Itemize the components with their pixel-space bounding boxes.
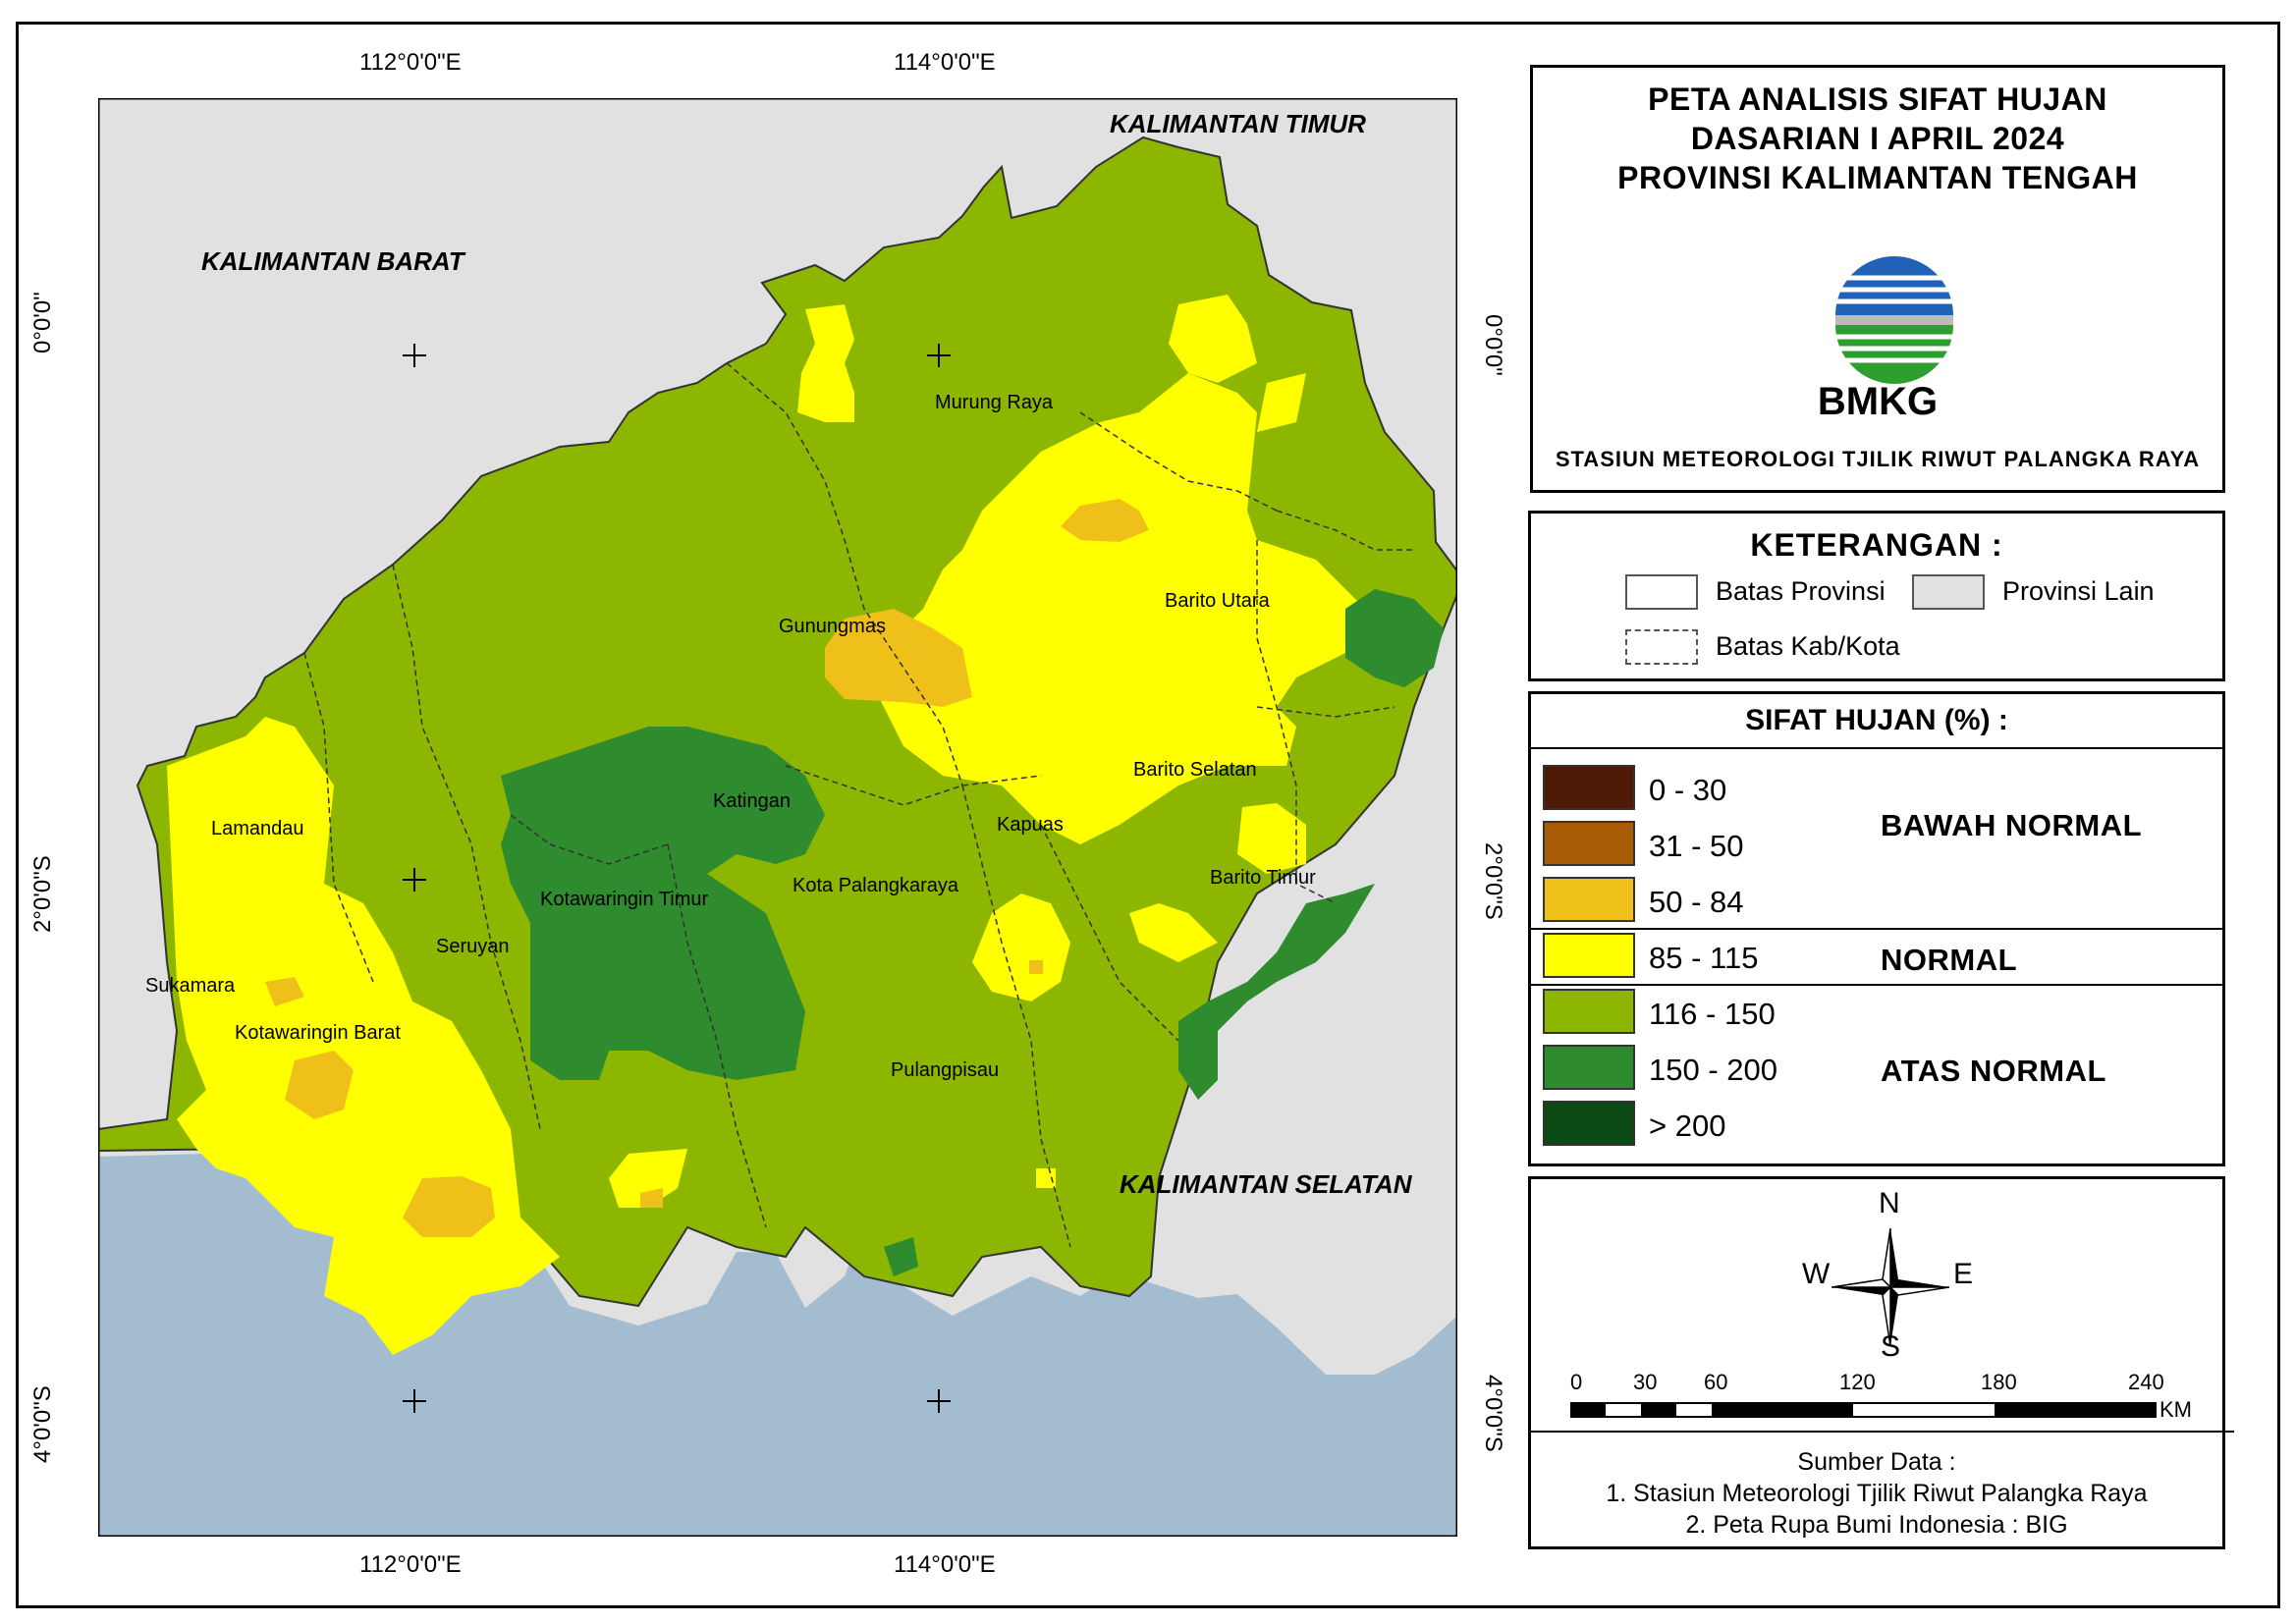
label-sukamara: Sukamara	[145, 975, 236, 997]
divider-normal-top	[1531, 928, 2222, 930]
station-name: STASIUN METEOROLOGI TJILIK RIWUT PALANGK…	[1555, 447, 2201, 471]
swatch-50-84	[1543, 877, 1635, 922]
divider-normal-bottom	[1531, 984, 2222, 986]
keterangan-box: KETERANGAN : Batas Provinsi Provinsi Lai…	[1528, 511, 2225, 681]
coord-right-4s: 4°0'0"S	[1480, 1375, 1506, 1452]
map-title-line3: PROVINSI KALIMANTAN TENGAH	[1617, 160, 2138, 195]
sifat-hujan-box: SIFAT HUJAN (%) : 0 - 30 31 - 50 50 - 84…	[1528, 691, 2225, 1166]
source-title: Sumber Data :	[1797, 1448, 1956, 1476]
label-gunungmas: Gunungmas	[779, 616, 886, 637]
scale-tick-240: 240	[2128, 1370, 2164, 1394]
coord-bottom-112: 112°0'0"E	[359, 1551, 462, 1578]
info-box: N S W E 0 30 60 120 180 240 KM Sumber Da…	[1528, 1176, 2234, 1549]
zone-150-200	[501, 589, 1444, 1276]
label-provinsi-lain: Provinsi Lain	[2002, 576, 2155, 606]
label-kota-palangkaraya: Kota Palangkaraya	[793, 875, 959, 896]
coord-left-2s: 2°0'0"S	[29, 855, 56, 933]
sifat-hujan-divider-top	[1531, 747, 2222, 749]
zone-50-84	[265, 499, 1149, 1237]
label-barito-selatan: Barito Selatan	[1133, 759, 1257, 781]
scale-tick-0: 0	[1570, 1370, 1583, 1394]
sea-area	[98, 1153, 1457, 1537]
scale-bar	[1570, 1402, 2157, 1418]
label-85-115: 85 - 115	[1649, 941, 1759, 975]
scale-tick-120: 120	[1839, 1370, 1876, 1394]
swatch-batas-provinsi	[1625, 574, 1698, 610]
source-item-1: 1. Stasiun Meteorologi Tjilik Riwut Pala…	[1606, 1480, 2148, 1507]
label-gt-200: > 200	[1649, 1109, 1726, 1143]
label-kalimantan-timur: KALIMANTAN TIMUR	[1110, 109, 1366, 138]
label-31-50: 31 - 50	[1649, 829, 1744, 863]
title-box: PETA ANALISIS SIFAT HUJAN DASARIAN I APR…	[1530, 65, 2225, 493]
swatch-provinsi-lain	[1912, 574, 1985, 610]
coord-right-0: 0°0'0"	[1480, 314, 1506, 376]
swatch-85-115	[1543, 933, 1635, 978]
label-150-200: 150 - 200	[1649, 1053, 1777, 1087]
compass-w: W	[1802, 1258, 1831, 1290]
swatch-gt-200	[1543, 1101, 1635, 1146]
map-panel: KALIMANTAN TIMUR KALIMANTAN BARAT KALIMA…	[98, 98, 1457, 1537]
label-murung-raya: Murung Raya	[935, 392, 1054, 413]
coord-top-114: 114°0'0"E	[894, 49, 996, 76]
source-divider	[1531, 1431, 2234, 1433]
compass-e: E	[1953, 1258, 1974, 1290]
coord-top-112: 112°0'0"E	[359, 49, 462, 76]
category-atas-normal: ATAS NORMAL	[1881, 1054, 2106, 1088]
label-barito-timur: Barito Timur	[1210, 867, 1316, 889]
grid-crosses	[403, 344, 951, 1413]
regency-boundaries	[303, 362, 1414, 1248]
label-batas-kab-kota: Batas Kab/Kota	[1716, 631, 1900, 661]
label-lamandau: Lamandau	[211, 818, 304, 839]
map-title-line2: DASARIAN I APRIL 2024	[1690, 121, 2065, 156]
swatch-batas-kab-kota	[1625, 629, 1698, 665]
scale-tick-60: 60	[1704, 1370, 1728, 1394]
scale-unit: KM	[2159, 1397, 2192, 1422]
coord-bottom-114: 114°0'0"E	[894, 1551, 996, 1578]
scale-tick-180: 180	[1981, 1370, 2017, 1394]
label-kotawaringin-barat: Kotawaringin Barat	[235, 1022, 401, 1044]
label-kalimantan-barat: KALIMANTAN BARAT	[201, 246, 466, 276]
swatch-31-50	[1543, 821, 1635, 866]
bmkg-logo	[1835, 256, 1953, 384]
source-item-2: 2. Peta Rupa Bumi Indonesia : BIG	[1685, 1511, 2068, 1539]
swatch-150-200	[1543, 1045, 1635, 1090]
map-title-line1: PETA ANALISIS SIFAT HUJAN	[1648, 81, 2107, 117]
label-116-150: 116 - 150	[1649, 997, 1776, 1031]
coord-left-0: 0°0'0"	[29, 292, 56, 353]
coord-left-4s: 4°0'0"S	[29, 1385, 56, 1463]
label-kapuas: Kapuas	[997, 814, 1064, 836]
map-frame	[16, 22, 2280, 1608]
category-bawah-normal: BAWAH NORMAL	[1881, 808, 2143, 842]
scale-tick-30: 30	[1633, 1370, 1658, 1394]
sifat-hujan-title: SIFAT HUJAN (%) :	[1745, 704, 2008, 736]
coord-right-2s: 2°0'0"S	[1480, 842, 1506, 920]
label-katingan: Katingan	[713, 790, 791, 812]
category-normal: NORMAL	[1881, 943, 2018, 977]
label-batas-provinsi: Batas Provinsi	[1716, 576, 1886, 606]
label-50-84: 50 - 84	[1649, 885, 1744, 919]
north-arrow-icon	[1831, 1228, 1949, 1346]
swatch-0-30	[1543, 765, 1635, 810]
label-kalimantan-selatan: KALIMANTAN SELATAN	[1120, 1169, 1413, 1199]
label-kotawaringin-timur: Kotawaringin Timur	[540, 889, 709, 910]
label-seruyan: Seruyan	[436, 936, 510, 957]
label-barito-utara: Barito Utara	[1165, 590, 1271, 612]
compass-s: S	[1881, 1330, 1901, 1363]
swatch-116-150	[1543, 989, 1635, 1034]
label-pulangpisau: Pulangpisau	[891, 1059, 999, 1081]
compass-n: N	[1879, 1187, 1900, 1219]
bmkg-logo-text: BMKG	[1817, 380, 1939, 423]
label-0-30: 0 - 30	[1649, 773, 1727, 807]
keterangan-title: KETERANGAN :	[1750, 527, 2003, 563]
